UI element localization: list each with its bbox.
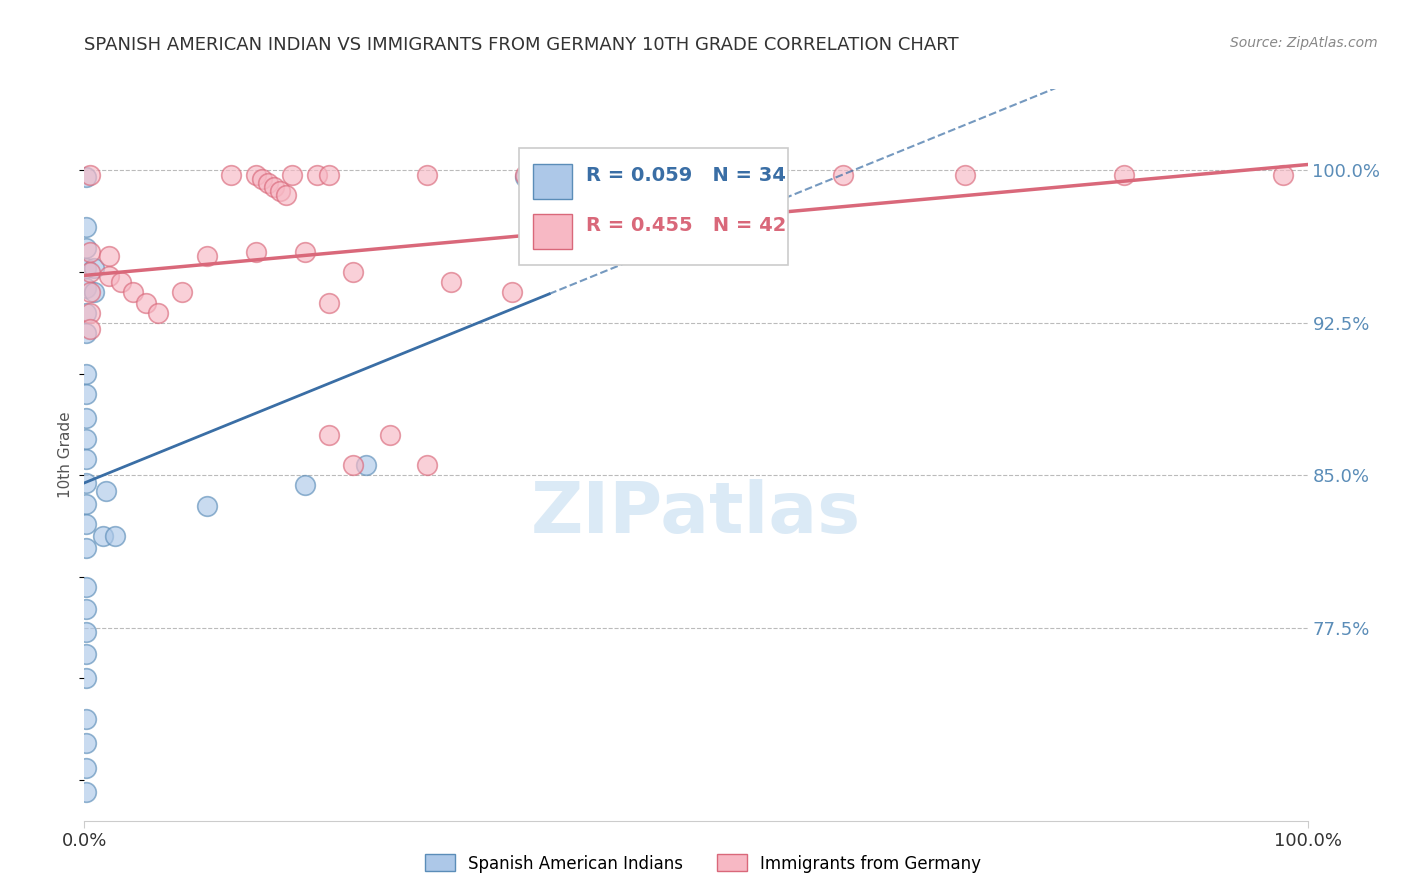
Point [195, 249, 218, 263]
Point [75, 712, 97, 726]
Point [75, 260, 97, 275]
Point [75, 452, 97, 467]
Point [305, 168, 328, 182]
Point [586, 168, 609, 182]
Point [75, 672, 97, 686]
Point [75, 476, 97, 491]
Point [75, 169, 97, 184]
Point [97, 249, 120, 263]
Point [75, 432, 97, 446]
Point [75, 497, 97, 511]
Point [79, 322, 101, 336]
Point [342, 265, 364, 279]
Point [281, 168, 304, 182]
Point [1272, 168, 1295, 182]
Point [263, 179, 285, 194]
Point [75, 624, 97, 639]
Point [245, 244, 267, 259]
Point [83, 260, 105, 275]
Point [75, 411, 97, 425]
Text: ZIPatlas: ZIPatlas [531, 479, 860, 548]
Point [294, 244, 316, 259]
Point [318, 295, 340, 310]
Point [276, 187, 298, 202]
Point [318, 168, 340, 182]
Point [75, 516, 97, 531]
Point [294, 478, 316, 492]
Point [75, 541, 97, 556]
Point [219, 168, 242, 182]
Point [172, 285, 194, 300]
Point [513, 169, 536, 184]
Point [91, 529, 114, 543]
Legend: Spanish American Indians, Immigrants from Germany: Spanish American Indians, Immigrants fro… [419, 847, 987, 880]
Point [146, 306, 169, 320]
Y-axis label: 10th Grade: 10th Grade [58, 411, 73, 499]
Point [75, 761, 97, 775]
Point [96, 484, 118, 499]
Point [79, 265, 101, 279]
Point [318, 427, 340, 442]
Point [709, 168, 731, 182]
Point [79, 285, 101, 300]
Point [122, 285, 145, 300]
Point [75, 367, 97, 381]
FancyBboxPatch shape [519, 148, 787, 265]
Point [75, 647, 97, 661]
Bar [533, 164, 572, 199]
Point [257, 176, 280, 190]
Point [104, 529, 127, 543]
Point [245, 168, 267, 182]
Point [75, 220, 97, 235]
Point [269, 184, 291, 198]
Point [75, 736, 97, 750]
Point [75, 387, 97, 401]
Bar [533, 213, 572, 249]
Point [513, 168, 536, 182]
Point [75, 326, 97, 340]
Point [79, 244, 101, 259]
Point [953, 168, 976, 182]
Point [416, 458, 439, 472]
Point [75, 580, 97, 594]
Text: R = 0.059   N = 34: R = 0.059 N = 34 [586, 167, 786, 186]
Point [380, 427, 402, 442]
Text: SPANISH AMERICAN INDIAN VS IMMIGRANTS FROM GERMANY 10TH GRADE CORRELATION CHART: SPANISH AMERICAN INDIAN VS IMMIGRANTS FR… [84, 36, 959, 54]
Point [97, 269, 120, 284]
Point [79, 168, 101, 182]
Point [110, 275, 132, 289]
Point [831, 168, 853, 182]
Point [416, 168, 439, 182]
Point [502, 285, 524, 300]
Point [75, 306, 97, 320]
Point [195, 499, 218, 513]
Point [440, 275, 463, 289]
Point [75, 281, 97, 295]
Point [75, 241, 97, 255]
Point [75, 785, 97, 799]
Point [354, 458, 377, 472]
Text: R = 0.455   N = 42: R = 0.455 N = 42 [586, 216, 786, 235]
Point [75, 602, 97, 616]
Point [83, 285, 105, 300]
Point [1114, 168, 1136, 182]
Text: Source: ZipAtlas.com: Source: ZipAtlas.com [1230, 36, 1378, 50]
Point [250, 171, 273, 186]
Point [79, 306, 101, 320]
Point [135, 295, 157, 310]
Point [342, 458, 364, 472]
